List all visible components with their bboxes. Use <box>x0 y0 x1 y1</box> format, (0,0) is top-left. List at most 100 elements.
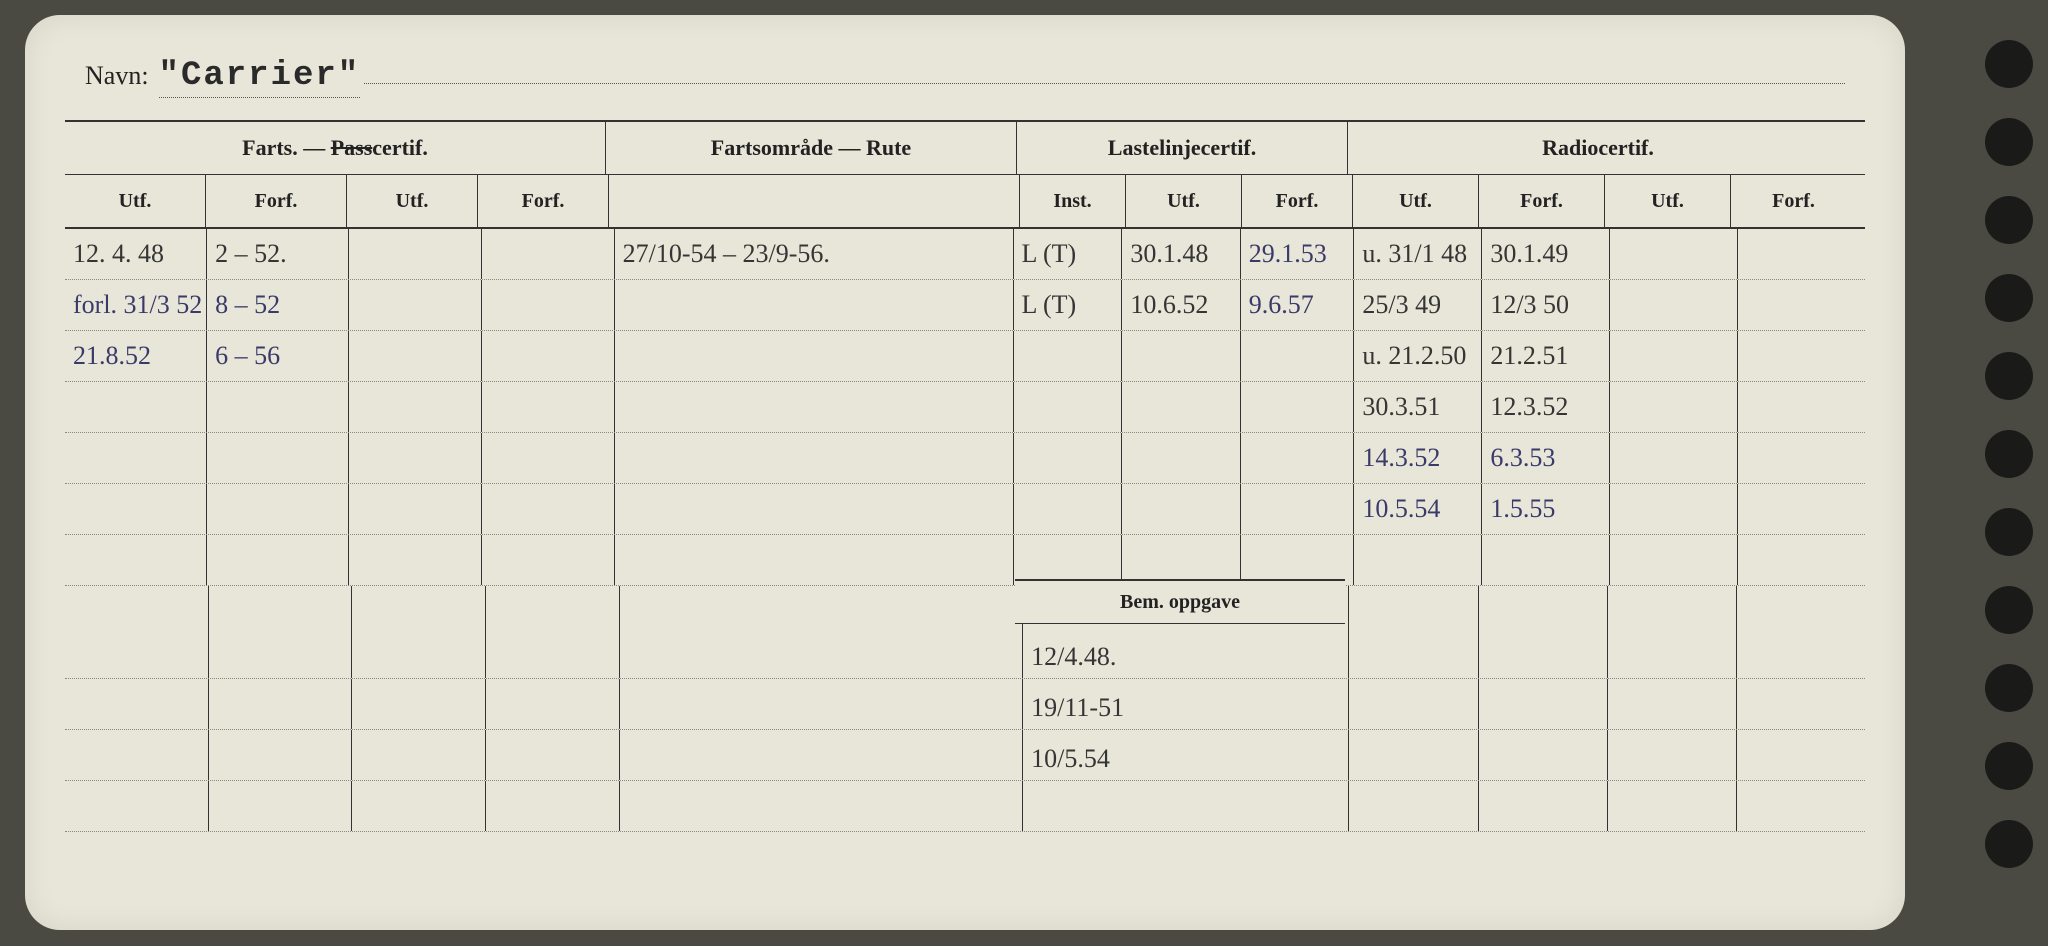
main-table: Farts. — Passcertif. Fartsområde — Rute … <box>65 120 1865 910</box>
cell <box>1241 535 1355 585</box>
cell <box>209 781 353 831</box>
sub-farts-forf1: Forf. <box>206 175 347 227</box>
cell <box>1241 484 1355 534</box>
cell <box>1738 331 1865 381</box>
cell: u. 21.2.50 <box>1354 331 1482 381</box>
table-row: 10.5.541.5.55 <box>65 484 1865 535</box>
cell <box>349 484 482 534</box>
punch-hole <box>1985 196 2033 244</box>
header-rute: Fartsområde — Rute <box>606 122 1017 174</box>
cell <box>620 781 1023 831</box>
cell <box>1738 433 1865 483</box>
name-label: Navn: <box>85 61 149 91</box>
cell <box>1738 535 1865 585</box>
cell <box>620 586 1023 678</box>
cell <box>1349 679 1478 729</box>
table-row <box>65 781 1865 832</box>
cell <box>615 331 1014 381</box>
cell: 12. 4. 48 <box>65 229 207 279</box>
cell <box>65 484 207 534</box>
cell: L (T) <box>1014 229 1123 279</box>
cell <box>1479 730 1608 780</box>
cell <box>349 229 482 279</box>
cell <box>486 586 620 678</box>
punch-hole <box>1985 742 2033 790</box>
cell <box>1608 679 1737 729</box>
header-laste: Lastelinjecertif. <box>1017 122 1348 174</box>
cell <box>1241 331 1355 381</box>
table-row: 12. 4. 482 – 52.27/10-54 – 23/9-56.L (T)… <box>65 229 1865 280</box>
sub-radio-forf2: Forf. <box>1731 175 1856 227</box>
table-row: forl. 31/3 528 – 52L (T)10.6.529.6.5725/… <box>65 280 1865 331</box>
cell <box>1014 331 1123 381</box>
punch-hole <box>1985 40 2033 88</box>
data-grid: 12. 4. 482 – 52.27/10-54 – 23/9-56.L (T)… <box>65 229 1865 832</box>
cell: 8 – 52 <box>207 280 349 330</box>
cell: u. 31/1 48 <box>1354 229 1482 279</box>
cell <box>352 679 486 729</box>
cell <box>352 730 486 780</box>
punch-hole <box>1985 586 2033 634</box>
cell <box>615 280 1014 330</box>
sub-radio-forf1: Forf. <box>1479 175 1605 227</box>
cell <box>1122 382 1240 432</box>
cell <box>65 730 209 780</box>
cell <box>209 679 353 729</box>
table-row: 21.8.526 – 56u. 21.2.5021.2.51 <box>65 331 1865 382</box>
cell <box>1479 679 1608 729</box>
cell <box>1608 781 1737 831</box>
cell <box>1014 484 1123 534</box>
header-farts: Farts. — Passcertif. <box>65 122 606 174</box>
cell: 21.2.51 <box>1482 331 1610 381</box>
cell: 6 – 56 <box>207 331 349 381</box>
cell <box>1479 781 1608 831</box>
table-row: 12/4.48. <box>65 586 1865 679</box>
punch-hole <box>1985 274 2033 322</box>
sub-radio-utf1: Utf. <box>1353 175 1479 227</box>
cell <box>1482 535 1610 585</box>
cell <box>482 229 615 279</box>
sub-radio-utf2: Utf. <box>1605 175 1731 227</box>
cell <box>65 535 207 585</box>
cell <box>65 781 209 831</box>
cell <box>482 382 615 432</box>
cell: 27/10-54 – 23/9-56. <box>615 229 1014 279</box>
name-value: "Carrier" <box>159 57 361 98</box>
cell <box>207 535 349 585</box>
cell <box>65 679 209 729</box>
cell <box>1122 535 1240 585</box>
cell <box>1738 382 1865 432</box>
cell <box>482 484 615 534</box>
cell <box>349 331 482 381</box>
cell <box>1738 280 1865 330</box>
sub-header-row: Utf. Forf. Utf. Forf. Inst. Utf. Forf. U… <box>65 175 1865 229</box>
cell <box>1610 535 1738 585</box>
cell <box>1122 484 1240 534</box>
cell <box>1738 229 1865 279</box>
section-header-row: Farts. — Passcertif. Fartsområde — Rute … <box>65 120 1865 175</box>
cell <box>615 535 1014 585</box>
cell <box>615 484 1014 534</box>
cell <box>207 433 349 483</box>
cell <box>349 382 482 432</box>
cell <box>65 382 207 432</box>
cell <box>620 730 1023 780</box>
cell <box>349 433 482 483</box>
cell: 10/5.54 <box>1023 730 1349 780</box>
cell <box>486 730 620 780</box>
cell <box>1737 730 1865 780</box>
cell <box>1737 679 1865 729</box>
table-row: 30.3.5112.3.52 <box>65 382 1865 433</box>
cell: 12.3.52 <box>1482 382 1610 432</box>
table-row <box>65 535 1865 586</box>
cell <box>1014 382 1123 432</box>
cell: 10.6.52 <box>1122 280 1240 330</box>
cell <box>615 433 1014 483</box>
cell: 12/3 50 <box>1482 280 1610 330</box>
cell <box>349 535 482 585</box>
cell <box>620 679 1023 729</box>
cell <box>1023 781 1349 831</box>
cell: 14.3.52 <box>1354 433 1482 483</box>
cell <box>1354 535 1482 585</box>
name-row: Navn: "Carrier" <box>85 55 1845 105</box>
